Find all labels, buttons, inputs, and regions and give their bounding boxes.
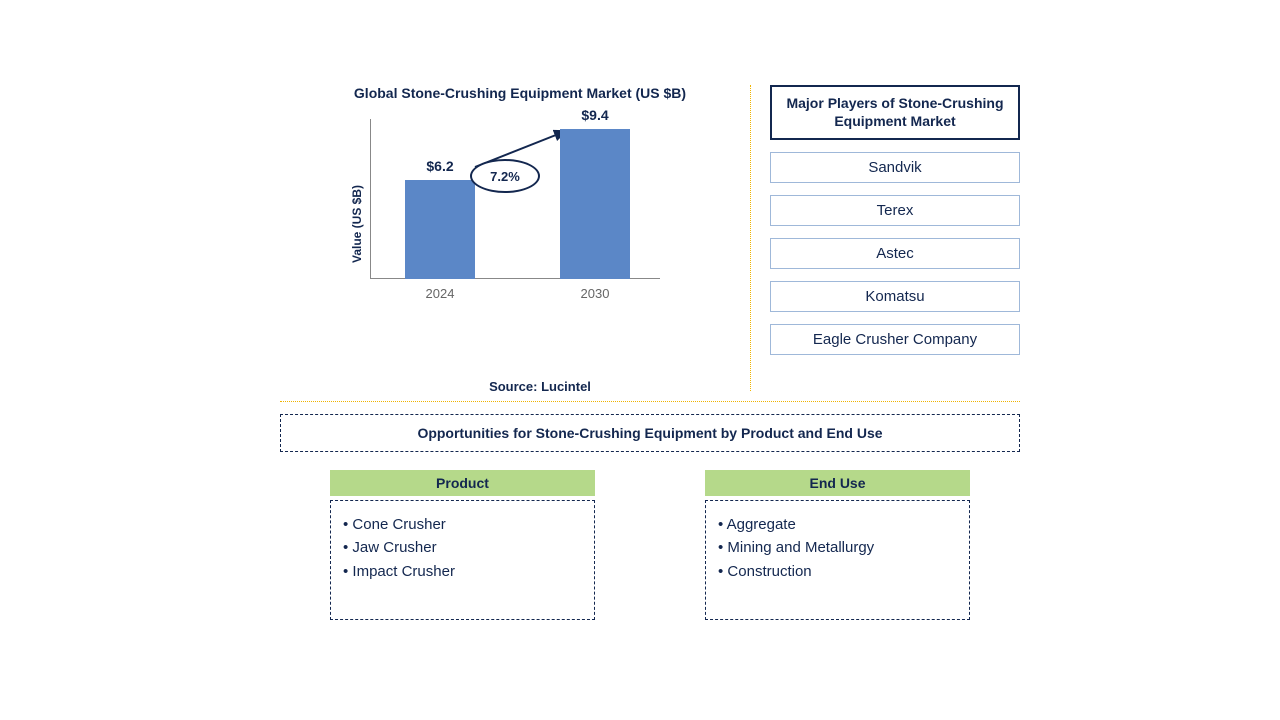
bar-value-2030: $9.4 — [560, 107, 630, 123]
product-item: • Cone Crusher — [343, 513, 582, 536]
enduse-column-header: End Use — [705, 470, 970, 496]
horizontal-divider — [280, 401, 1020, 402]
enduse-item: • Aggregate — [718, 513, 957, 536]
enduse-column-body: • Aggregate • Mining and Metallurgy • Co… — [705, 500, 970, 620]
product-item: • Impact Crusher — [343, 560, 582, 583]
chart-title: Global Stone-Crushing Equipment Market (… — [300, 85, 740, 101]
top-row: Global Stone-Crushing Equipment Market (… — [280, 85, 1020, 395]
product-column: Product • Cone Crusher • Jaw Crusher • I… — [330, 470, 595, 620]
players-header: Major Players of Stone-Crushing Equipmen… — [770, 85, 1020, 140]
product-item: • Jaw Crusher — [343, 536, 582, 559]
x-tick-2024: 2024 — [405, 286, 475, 301]
growth-rate-badge: 7.2% — [470, 159, 540, 193]
bar-2024: $6.2 — [405, 180, 475, 279]
chart-section: Global Stone-Crushing Equipment Market (… — [280, 85, 740, 395]
bar-value-2024: $6.2 — [405, 158, 475, 174]
bar-2030: $9.4 — [560, 129, 630, 279]
players-section: Major Players of Stone-Crushing Equipmen… — [740, 85, 1020, 395]
bar-chart: Value (US $B) $6.2 $9.4 — [340, 119, 660, 309]
source-label: Source: Lucintel — [340, 379, 740, 394]
opportunities-row: Product • Cone Crusher • Jaw Crusher • I… — [280, 470, 1020, 620]
opportunities-header: Opportunities for Stone-Crushing Equipme… — [280, 414, 1020, 452]
product-column-body: • Cone Crusher • Jaw Crusher • Impact Cr… — [330, 500, 595, 620]
vertical-divider — [750, 85, 751, 391]
product-column-header: Product — [330, 470, 595, 496]
player-item: Terex — [770, 195, 1020, 226]
x-tick-2030: 2030 — [560, 286, 630, 301]
enduse-item: • Mining and Metallurgy — [718, 536, 957, 559]
player-item: Sandvik — [770, 152, 1020, 183]
enduse-item: • Construction — [718, 560, 957, 583]
player-item: Astec — [770, 238, 1020, 269]
player-item: Eagle Crusher Company — [770, 324, 1020, 355]
enduse-column: End Use • Aggregate • Mining and Metallu… — [705, 470, 970, 620]
infographic-root: Global Stone-Crushing Equipment Market (… — [280, 85, 1020, 620]
player-item: Komatsu — [770, 281, 1020, 312]
growth-rate-label: 7.2% — [490, 169, 520, 184]
